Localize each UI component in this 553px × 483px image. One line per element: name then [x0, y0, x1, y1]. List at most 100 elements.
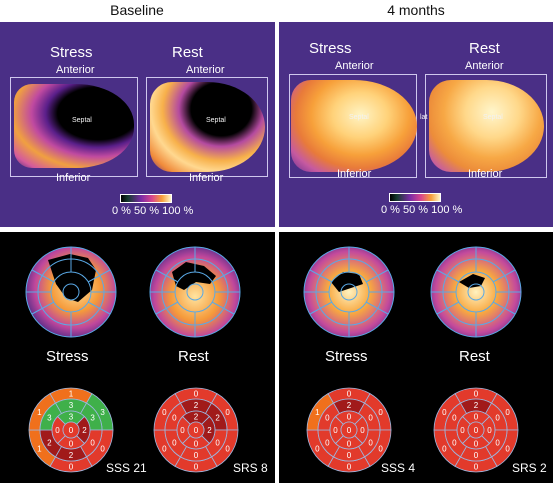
baseline-rest-anterior: Anterior — [186, 64, 225, 76]
segment-score-label: 1 — [69, 390, 74, 399]
month4-rest-heart — [429, 80, 544, 172]
segment-apex — [62, 421, 80, 439]
segment-score-label: 2 — [347, 401, 352, 410]
four-months-title: 4 months — [387, 2, 445, 18]
segment-score-label: 2 — [474, 401, 479, 410]
segment-score-label: 0 — [180, 426, 185, 435]
month4-sss-score: SSS 4 — [381, 461, 416, 475]
segment-score-label: 0 — [194, 451, 199, 460]
segment-score-label: 0 — [452, 414, 457, 423]
month4-stress-bullseye — [303, 246, 395, 338]
month4-3d-panel: Stress Rest Anterior Anterior Septal lat… — [279, 22, 553, 227]
segment-score-label: 3 — [47, 414, 52, 423]
baseline-polar-rest-label: Rest — [178, 348, 209, 365]
baseline-stress-frame — [10, 77, 138, 177]
segment-score-label: 0 — [347, 413, 352, 422]
month4-stress-inferior: Inferior — [337, 168, 372, 180]
segment-score-label: 0 — [474, 440, 479, 449]
segment-score-label: 0 — [442, 444, 447, 453]
segment-score-label: 0 — [325, 414, 330, 423]
segment-score-label: 0 — [333, 426, 338, 435]
month4-stress-label: Stress — [309, 40, 352, 57]
month4-srs-score: SRS 2 — [512, 461, 547, 475]
segment-score-label: 1 — [315, 408, 320, 417]
baseline-sss-score: SSS 21 — [106, 461, 147, 475]
segment-score-label: 0 — [442, 408, 447, 417]
month4-colorbar — [389, 193, 441, 202]
segment-score-label: 0 — [474, 451, 479, 460]
segment-score-label: 0 — [100, 444, 105, 453]
month4-polar-stress-label: Stress — [325, 348, 368, 365]
segment-score-label: 0 — [347, 440, 352, 449]
segment-score-label: 2 — [207, 426, 212, 435]
segment-score-label: 3 — [90, 414, 95, 423]
segment-score-label: 0 — [194, 463, 199, 472]
month4-stress-anterior: Anterior — [335, 60, 374, 72]
segment-score-label: 2 — [82, 426, 87, 435]
month4-rest-label: Rest — [469, 40, 500, 57]
baseline-rest-inferior: Inferior — [189, 172, 224, 184]
baseline-colorbar — [120, 194, 172, 203]
segment-score-label: 0 — [474, 426, 479, 435]
baseline-stress-heart — [14, 84, 134, 168]
segment-score-label: 0 — [194, 390, 199, 399]
segment-score-label: 0 — [368, 439, 373, 448]
month4-stress-heart — [291, 80, 417, 172]
segment-score-label: 0 — [452, 439, 457, 448]
segment-score-label: 0 — [347, 390, 352, 399]
baseline-3d-panel: Stress Rest Anterior Anterior Septal Sep… — [0, 22, 275, 227]
segment-score-label: 0 — [69, 463, 74, 472]
segment-score-label: 0 — [172, 439, 177, 448]
segment-score-label: 2 — [194, 401, 199, 410]
segment-score-label: 0 — [172, 414, 177, 423]
baseline-title: Baseline — [110, 2, 164, 18]
baseline-stress-anterior: Anterior — [56, 64, 95, 76]
segment-score-label: 3 — [100, 408, 105, 417]
segment-score-label: 0 — [225, 408, 230, 417]
segment-score-label: 0 — [69, 426, 74, 435]
segment-score-label: 0 — [315, 444, 320, 453]
baseline-rest-bullseye — [149, 246, 241, 338]
month4-lat-label: lat — [420, 114, 428, 121]
segment-score-label: 3 — [69, 413, 74, 422]
segment-score-label: 0 — [474, 463, 479, 472]
month4-rest-anterior: Anterior — [465, 60, 504, 72]
month4-polar-rest-label: Rest — [459, 348, 490, 365]
baseline-rest-label: Rest — [172, 44, 203, 61]
segment-score-label: 0 — [495, 439, 500, 448]
segment-score-label: 0 — [378, 408, 383, 417]
baseline-polar-stress-label: Stress — [46, 348, 89, 365]
segment-score-label: 0 — [378, 444, 383, 453]
segment-score-label: 1 — [37, 408, 42, 417]
segment-score-label: 0 — [474, 390, 479, 399]
segment-score-label: 0 — [194, 440, 199, 449]
segment-apex — [340, 421, 358, 439]
segment-score-label: 0 — [495, 414, 500, 423]
baseline-stress-inferior: Inferior — [56, 172, 91, 184]
baseline-stress-septal: Septal — [72, 117, 92, 124]
month4-colorbar-ticks: 0 % 50 % 100 % — [381, 204, 463, 216]
segment-score-label: 0 — [368, 414, 373, 423]
baseline-rest-septal: Septal — [206, 117, 226, 124]
segment-apex — [187, 421, 205, 439]
segment-score-label: 0 — [347, 426, 352, 435]
segment-score-label: 0 — [460, 426, 465, 435]
baseline-rest-heart — [150, 82, 265, 172]
segment-score-label: 0 — [194, 426, 199, 435]
segment-score-label: 0 — [360, 426, 365, 435]
segment-score-label: 0 — [474, 413, 479, 422]
segment-score-label: 0 — [215, 439, 220, 448]
baseline-stress-label: Stress — [50, 44, 93, 61]
segment-score-label: 2 — [215, 414, 220, 423]
segment-score-label: 0 — [325, 439, 330, 448]
month4-rest-septal: Septal — [483, 114, 503, 121]
segment-score-label: 1 — [37, 444, 42, 453]
segment-score-label: 0 — [487, 426, 492, 435]
segment-score-label: 0 — [505, 408, 510, 417]
